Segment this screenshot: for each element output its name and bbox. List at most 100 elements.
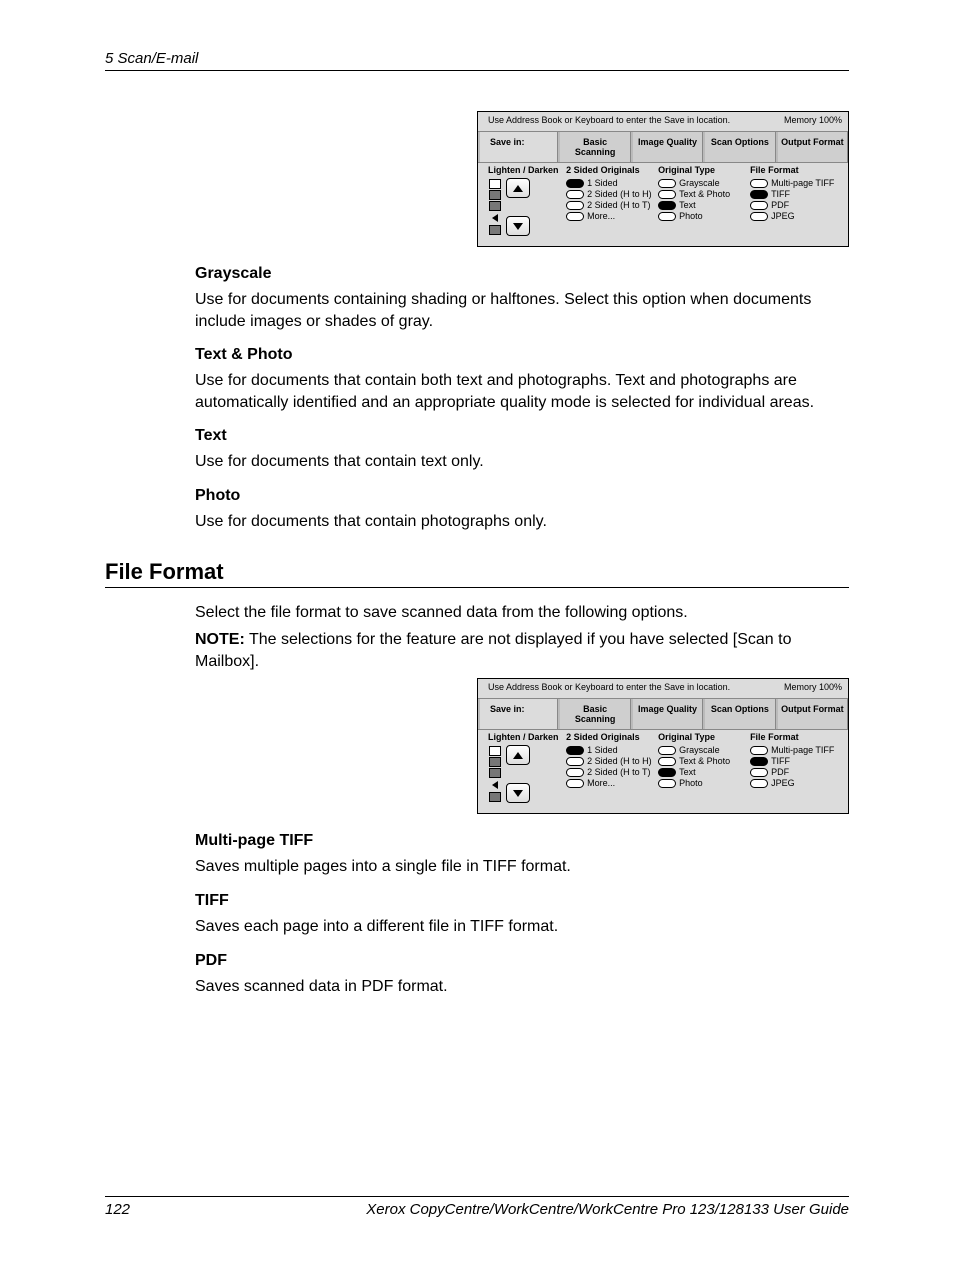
tab-output-format[interactable]: Output Format <box>776 699 848 729</box>
option-jpeg[interactable]: JPEG <box>750 778 842 788</box>
memory-status: Memory 100% <box>784 115 842 125</box>
option-pdf[interactable]: PDF <box>750 200 842 210</box>
radio-icon <box>658 201 676 210</box>
text-text: Use for documents that contain text only… <box>195 451 849 473</box>
option-label: 2 Sided (H to T) <box>587 200 650 210</box>
tab-save-in[interactable]: Save in: <box>478 699 558 729</box>
text-text-photo: Use for documents that contain both text… <box>195 370 849 413</box>
option-jpeg[interactable]: JPEG <box>750 211 842 221</box>
option-more[interactable]: More... <box>566 211 658 221</box>
option-label: Text & Photo <box>679 756 730 766</box>
figure-container-1: Use Address Book or Keyboard to enter th… <box>195 111 849 247</box>
option-label: Text & Photo <box>679 189 730 199</box>
radio-icon <box>750 201 768 210</box>
option-label: 1 Sided <box>587 745 618 755</box>
option-photo[interactable]: Photo <box>658 211 750 221</box>
radio-icon <box>566 746 584 755</box>
option-grayscale[interactable]: Grayscale <box>658 178 750 188</box>
radio-icon <box>566 212 584 221</box>
heading-pdf: PDF <box>195 952 849 970</box>
radio-icon <box>750 179 768 188</box>
radio-icon <box>566 190 584 199</box>
option-2-sided-ht[interactable]: 2 Sided (H to T) <box>566 200 658 210</box>
option-2-sided-hh[interactable]: 2 Sided (H to H) <box>566 189 658 199</box>
tab-image-quality[interactable]: Image Quality <box>631 132 703 162</box>
option-multipage-tiff[interactable]: Multi-page TIFF <box>750 178 842 188</box>
option-label: TIFF <box>771 189 790 199</box>
option-text[interactable]: Text <box>658 200 750 210</box>
file-format-title: File Format <box>750 732 842 742</box>
option-text[interactable]: Text <box>658 767 750 777</box>
lighten-darken-title: Lighten / Darken <box>488 165 566 175</box>
radio-icon <box>566 779 584 788</box>
option-label: JPEG <box>771 211 795 221</box>
option-label: 2 Sided (H to T) <box>587 767 650 777</box>
option-text-photo[interactable]: Text & Photo <box>658 189 750 199</box>
mid-icon <box>489 190 501 200</box>
option-2-sided-hh[interactable]: 2 Sided (H to H) <box>566 756 658 766</box>
tab-image-quality[interactable]: Image Quality <box>631 699 703 729</box>
dark-icon <box>489 225 501 235</box>
tab-scan-options[interactable]: Scan Options <box>703 699 775 729</box>
option-grayscale[interactable]: Grayscale <box>658 745 750 755</box>
option-label: Photo <box>679 778 703 788</box>
option-photo[interactable]: Photo <box>658 778 750 788</box>
text-photo: Use for documents that contain photograp… <box>195 511 849 533</box>
heading-tiff: TIFF <box>195 892 849 910</box>
panel-hint: Use Address Book or Keyboard to enter th… <box>488 682 730 692</box>
mid2-icon <box>489 768 501 778</box>
option-2-sided-ht[interactable]: 2 Sided (H to T) <box>566 767 658 777</box>
option-label: Grayscale <box>679 745 720 755</box>
text-file-format-note: NOTE: The selections for the feature are… <box>195 629 849 672</box>
up-arrow-icon <box>513 185 523 192</box>
two-sided-column: 2 Sided Originals 1 Sided 2 Sided (H to … <box>566 165 658 236</box>
scan-panel-2: Use Address Book or Keyboard to enter th… <box>477 678 849 814</box>
radio-icon <box>750 746 768 755</box>
lighten-darken-column: Lighten / Darken <box>488 732 566 803</box>
radio-icon <box>658 779 676 788</box>
heading-text: Text <box>195 427 849 445</box>
darken-button[interactable] <box>506 216 530 236</box>
original-type-column: Original Type Grayscale Text & Photo Tex… <box>658 732 750 803</box>
mid-icon <box>489 757 501 767</box>
tab-scan-options[interactable]: Scan Options <box>703 132 775 162</box>
radio-icon <box>750 190 768 199</box>
text-pdf: Saves scanned data in PDF format. <box>195 976 849 998</box>
radio-icon <box>566 768 584 777</box>
option-1-sided[interactable]: 1 Sided <box>566 178 658 188</box>
mid2-icon <box>489 201 501 211</box>
down-arrow-icon <box>513 790 523 797</box>
page-header: 5 Scan/E-mail <box>105 50 849 71</box>
memory-status: Memory 100% <box>784 682 842 692</box>
option-label: More... <box>587 778 615 788</box>
lighten-darken-controls <box>488 178 566 236</box>
tab-basic-scanning[interactable]: Basic Scanning <box>558 699 630 729</box>
tab-basic-scanning[interactable]: Basic Scanning <box>558 132 630 162</box>
panel-body: Lighten / Darken <box>478 163 848 246</box>
lighten-button[interactable] <box>506 745 530 765</box>
option-tiff[interactable]: TIFF <box>750 189 842 199</box>
option-multipage-tiff[interactable]: Multi-page TIFF <box>750 745 842 755</box>
file-format-column: File Format Multi-page TIFF TIFF PDF JPE… <box>750 732 842 803</box>
option-pdf[interactable]: PDF <box>750 767 842 777</box>
option-label: Multi-page TIFF <box>771 745 834 755</box>
option-label: 2 Sided (H to H) <box>587 189 652 199</box>
panel-body: Lighten / Darken <box>478 730 848 813</box>
darken-button[interactable] <box>506 783 530 803</box>
light-icon <box>489 746 501 756</box>
file-format-column: File Format Multi-page TIFF TIFF PDF JPE… <box>750 165 842 236</box>
text-file-format-intro: Select the file format to save scanned d… <box>195 602 849 624</box>
tab-output-format[interactable]: Output Format <box>776 132 848 162</box>
option-more[interactable]: More... <box>566 778 658 788</box>
option-1-sided[interactable]: 1 Sided <box>566 745 658 755</box>
option-text-photo[interactable]: Text & Photo <box>658 756 750 766</box>
option-tiff[interactable]: TIFF <box>750 756 842 766</box>
lighten-button[interactable] <box>506 178 530 198</box>
tab-save-in[interactable]: Save in: <box>478 132 558 162</box>
option-label: Grayscale <box>679 178 720 188</box>
note-text: The selections for the feature are not d… <box>195 631 791 670</box>
footer-guide-title: Xerox CopyCentre/WorkCentre/WorkCentre P… <box>366 1201 849 1218</box>
radio-icon <box>750 212 768 221</box>
panel-tabs: Save in: Basic Scanning Image Quality Sc… <box>478 698 848 730</box>
contrast-icons <box>488 746 502 802</box>
